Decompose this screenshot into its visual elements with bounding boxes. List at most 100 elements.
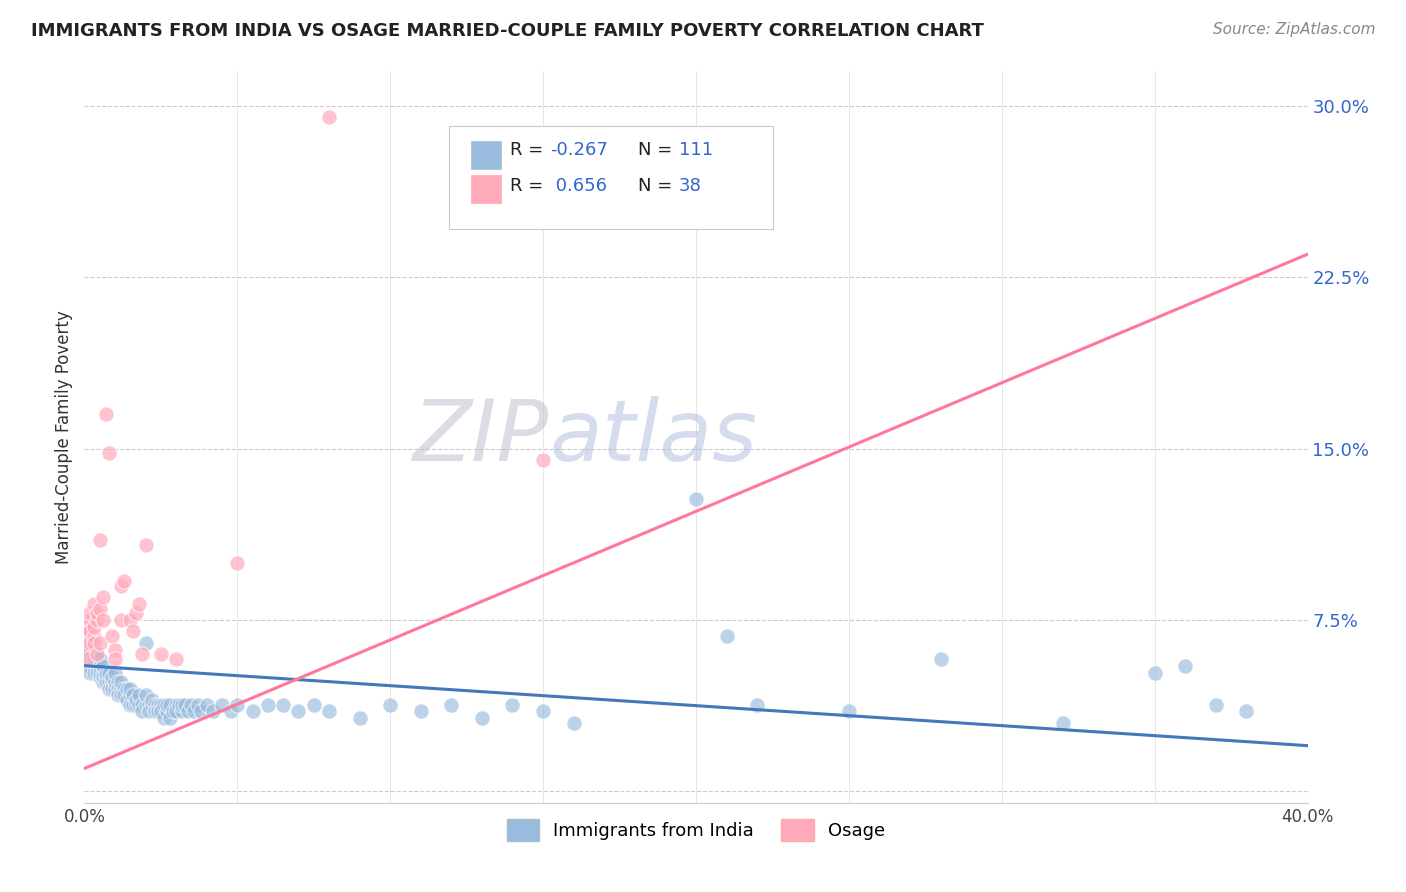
Point: [89, 670, 111, 684]
Point: [149, 705, 172, 719]
Point: [86, 665, 108, 680]
Point: [83, 629, 105, 643]
Point: [138, 705, 160, 719]
Point: [172, 705, 194, 719]
Point: [76, 629, 98, 643]
Point: [79, 652, 101, 666]
Point: [76, 642, 98, 657]
Point: [76, 652, 98, 666]
Point: [112, 574, 135, 588]
Point: [83, 597, 105, 611]
FancyBboxPatch shape: [471, 141, 502, 169]
Point: [531, 453, 554, 467]
Point: [83, 658, 105, 673]
Point: [79, 665, 101, 680]
Point: [318, 110, 340, 124]
Point: [120, 689, 142, 703]
Point: [135, 698, 157, 712]
Point: [110, 674, 132, 689]
Point: [302, 698, 325, 712]
Point: [271, 698, 294, 712]
Legend: Immigrants from India, Osage: Immigrants from India, Osage: [499, 812, 893, 848]
Text: ZIP: ZIP: [413, 395, 550, 479]
Point: [89, 601, 111, 615]
Point: [86, 606, 108, 620]
Point: [76, 642, 98, 657]
Text: 0.656: 0.656: [550, 178, 607, 195]
Point: [94, 674, 117, 689]
Point: [128, 689, 150, 703]
Point: [115, 693, 138, 707]
Point: [531, 705, 554, 719]
Text: R =: R =: [510, 141, 548, 159]
Point: [143, 698, 166, 712]
Point: [86, 613, 108, 627]
Point: [112, 681, 135, 696]
Point: [409, 705, 432, 719]
Text: atlas: atlas: [550, 395, 758, 479]
Point: [91, 613, 114, 627]
Point: [747, 698, 769, 712]
Point: [162, 705, 184, 719]
Point: [97, 665, 120, 680]
Point: [128, 597, 150, 611]
Point: [471, 711, 494, 725]
Point: [104, 681, 127, 696]
Point: [131, 698, 153, 712]
Point: [89, 658, 111, 673]
Point: [97, 674, 120, 689]
Point: [107, 674, 129, 689]
Point: [190, 705, 212, 719]
Point: [380, 698, 402, 712]
Point: [226, 698, 249, 712]
Point: [94, 407, 117, 421]
Point: [89, 533, 111, 547]
Point: [89, 652, 111, 666]
Point: [122, 624, 145, 639]
Point: [79, 613, 101, 627]
Point: [153, 711, 176, 725]
Text: IMMIGRANTS FROM INDIA VS OSAGE MARRIED-COUPLE FAMILY POVERTY CORRELATION CHART: IMMIGRANTS FROM INDIA VS OSAGE MARRIED-C…: [31, 22, 984, 40]
Point: [318, 705, 340, 719]
Point: [86, 647, 108, 661]
Point: [110, 681, 132, 696]
Text: 111: 111: [679, 141, 713, 159]
Point: [76, 620, 98, 634]
Point: [91, 590, 114, 604]
Point: [165, 698, 187, 712]
FancyBboxPatch shape: [449, 126, 773, 228]
Point: [502, 698, 524, 712]
Point: [122, 698, 145, 712]
Point: [1143, 665, 1166, 680]
Point: [135, 537, 157, 551]
Point: [83, 636, 105, 650]
Point: [165, 705, 187, 719]
Point: [104, 642, 127, 657]
Point: [146, 705, 169, 719]
Point: [165, 652, 187, 666]
Point: [226, 556, 249, 570]
Point: [125, 606, 148, 620]
Point: [219, 705, 242, 719]
Point: [838, 705, 860, 719]
Point: [180, 698, 202, 712]
Point: [77, 647, 100, 661]
Point: [143, 705, 166, 719]
Point: [120, 681, 142, 696]
Point: [101, 674, 124, 689]
Point: [562, 715, 585, 730]
Point: [929, 652, 952, 666]
Point: [131, 647, 153, 661]
Point: [110, 689, 132, 703]
Point: [101, 670, 124, 684]
Point: [440, 698, 463, 712]
Point: [1174, 658, 1197, 673]
Point: [91, 665, 114, 680]
Point: [115, 681, 138, 696]
Point: [120, 613, 142, 627]
Point: [201, 705, 224, 719]
Y-axis label: Married-Couple Family Poverty: Married-Couple Family Poverty: [55, 310, 73, 564]
Point: [101, 681, 124, 696]
Point: [135, 636, 157, 650]
Point: [128, 698, 150, 712]
